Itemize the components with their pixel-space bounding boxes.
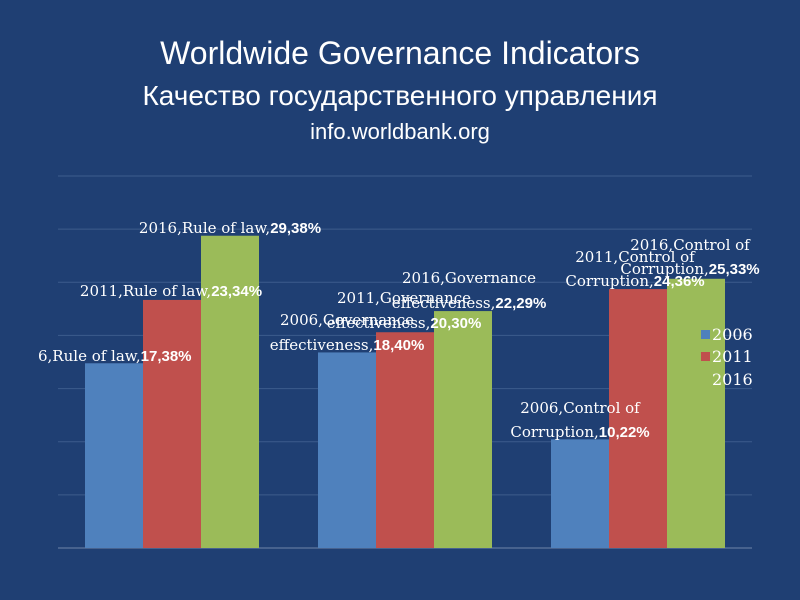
bar-2006-3 <box>551 439 609 548</box>
legend: 2006 2011 2016 <box>701 325 753 389</box>
chart-subtitle: Качество государственного управления <box>142 80 658 111</box>
legend-label-2011: 2011 <box>712 347 753 366</box>
data-labels: 6,Rule of law,17,38% 2006,Governance effec… <box>38 219 760 441</box>
bar-2006-2 <box>318 352 376 548</box>
data-label-2016-3: 2016,Control of Corruption,25,33% <box>620 236 759 278</box>
chart-title: Worldwide Governance Indicators <box>160 35 640 71</box>
bar-2011-1 <box>143 299 201 548</box>
title-block: Worldwide Governance Indicators Качество… <box>0 34 800 146</box>
bars <box>85 235 725 548</box>
bar-2011-3 <box>609 289 667 548</box>
legend-swatch-2011 <box>701 352 710 361</box>
bar-2016-2 <box>434 311 492 548</box>
legend-swatch-2016 <box>701 375 710 384</box>
data-label-2016-1: 2016,Rule of law,29,38% <box>139 219 321 237</box>
bar-2011-2 <box>376 332 434 548</box>
bar-2016-1 <box>201 235 259 548</box>
legend-swatch-2006 <box>701 330 710 339</box>
data-label-2016-2: 2016,Governance effectiveness,22,29% <box>392 269 547 312</box>
data-label-2006-1: 6,Rule of law,17,38% <box>38 347 192 365</box>
data-label-2006-3: 2006,Control of Corruption,10,22% <box>510 399 649 441</box>
data-label-2011-2: 2011,Governance effectiveness,20,30% <box>327 289 482 332</box>
source-label: info.worldbank.org <box>310 119 490 144</box>
data-label-2011-1: 2011,Rule of law,23,34% <box>80 282 262 300</box>
legend-label-2006: 2006 <box>712 325 753 344</box>
legend-label-2016: 2016 <box>712 370 753 389</box>
bar-2016-3 <box>667 278 725 548</box>
data-label-2011-3: 2011,Control of Corruption,24,36% <box>565 248 704 290</box>
bar-2006-1 <box>85 363 143 548</box>
data-label-2006-2: 2006,Governance effectiveness,18,40% <box>270 311 425 354</box>
